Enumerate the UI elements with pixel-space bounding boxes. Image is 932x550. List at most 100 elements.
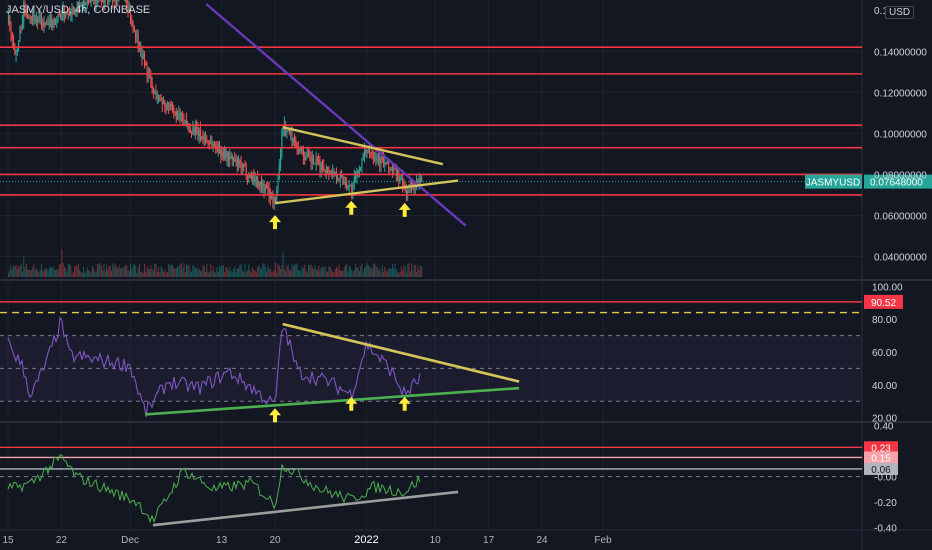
candle	[361, 159, 363, 170]
volume-bar	[288, 269, 290, 277]
osc-level-label: 0.23	[871, 443, 891, 454]
candle	[328, 167, 330, 174]
candle	[407, 190, 409, 194]
currency-button[interactable]: USD	[885, 6, 915, 19]
candle	[72, 7, 74, 14]
date-axis-label: 10	[430, 535, 442, 546]
volume-bar	[369, 267, 371, 277]
volume-bar	[34, 270, 36, 277]
candle	[316, 158, 318, 160]
volume-bar	[389, 267, 391, 277]
volume-bar	[262, 263, 264, 277]
candle	[161, 101, 163, 105]
candle	[259, 181, 261, 186]
volume-bar	[126, 265, 128, 277]
volume-bar	[177, 265, 179, 277]
volume-bar	[300, 271, 302, 277]
candle	[30, 17, 32, 19]
volume-bar	[234, 266, 236, 277]
candle	[56, 19, 58, 22]
volume-bar	[149, 268, 151, 277]
volume-bar	[69, 264, 71, 277]
volume-bar	[370, 266, 372, 277]
rsi-axis-label: 60.00	[872, 348, 897, 359]
volume-bar	[267, 265, 269, 277]
volume-bar	[65, 268, 67, 277]
volume-bar	[252, 267, 254, 277]
volume-bar	[393, 268, 395, 277]
candle	[91, 0, 93, 1]
volume-bar	[136, 272, 138, 277]
candle	[43, 22, 45, 28]
volume-bar	[220, 267, 222, 277]
volume-bar	[291, 264, 293, 277]
candle	[189, 127, 191, 133]
osc-level-tag	[864, 451, 898, 464]
volume-bar	[147, 268, 149, 277]
volume-bar	[417, 265, 419, 277]
volume-bar	[379, 268, 381, 277]
candle	[352, 182, 354, 193]
candle	[319, 163, 321, 170]
candle	[244, 165, 246, 167]
candle	[52, 19, 54, 28]
volume-bar	[352, 272, 354, 277]
candle	[172, 107, 174, 109]
volume-bar	[302, 268, 304, 277]
candle	[9, 16, 11, 25]
volume-bar	[318, 265, 320, 277]
candle	[229, 156, 231, 161]
volume-bar	[395, 268, 397, 277]
rsi-axis-label: 40.00	[872, 381, 897, 392]
volume-bar	[182, 268, 184, 277]
candle	[79, 4, 81, 6]
volume-bar	[41, 263, 43, 277]
volume-bar	[25, 263, 27, 277]
candle	[272, 193, 274, 203]
date-axis-label: 20	[269, 535, 281, 546]
volume-bar	[328, 266, 330, 277]
candle	[34, 19, 36, 21]
candle	[391, 169, 393, 172]
volume-bar	[160, 266, 162, 277]
volume-bar	[277, 264, 279, 277]
candle	[348, 185, 350, 188]
volume-bar	[44, 268, 46, 277]
candle	[300, 147, 302, 151]
candle	[250, 173, 252, 179]
volume-bar	[15, 264, 17, 277]
candle	[48, 19, 50, 26]
volume-bar	[333, 272, 335, 277]
volume-bar	[18, 266, 20, 277]
candle	[364, 149, 365, 155]
volume-bar	[97, 264, 98, 277]
candle	[194, 127, 196, 136]
volume-bar	[241, 271, 243, 277]
volume-bar	[222, 265, 224, 277]
candle	[288, 129, 290, 134]
candle	[313, 157, 315, 164]
candle	[41, 17, 43, 23]
candle	[62, 8, 64, 17]
candle	[113, 0, 115, 1]
candle	[385, 162, 387, 164]
volume-bar	[91, 265, 93, 277]
candle	[355, 176, 357, 178]
osc-level-label: 0.06	[871, 465, 891, 476]
volume-bar	[412, 270, 414, 277]
rsi-line	[7, 316, 421, 418]
volume-bar	[244, 263, 246, 277]
volume-bar	[57, 269, 59, 277]
candle	[83, 5, 85, 7]
volume-bar	[43, 270, 45, 277]
volume-bar	[250, 272, 252, 277]
volume-bar	[407, 263, 409, 277]
candle	[294, 137, 296, 140]
volume-bar	[128, 270, 130, 277]
candle	[126, 0, 128, 5]
candle	[258, 185, 260, 187]
candle	[290, 131, 292, 134]
volume-bar	[46, 267, 48, 277]
candle	[238, 160, 240, 167]
